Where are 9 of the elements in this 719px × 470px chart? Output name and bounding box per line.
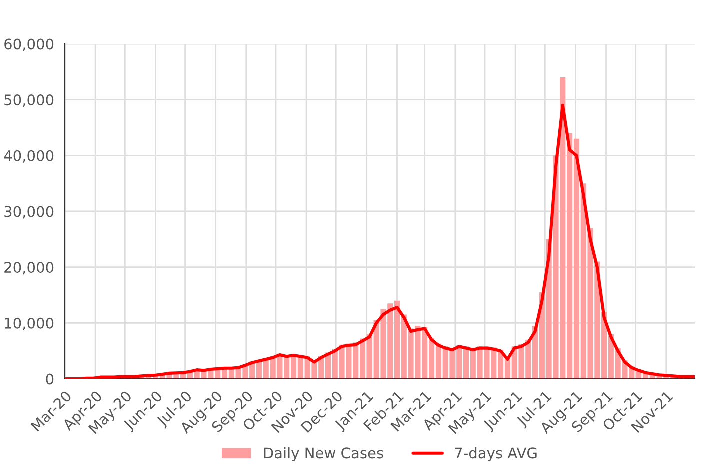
- y-tick-label: 10,000: [5, 318, 54, 330]
- y-tick-label: 20,000: [4, 262, 54, 275]
- legend-label: 7-days AVG: [455, 447, 537, 462]
- y-tick-label: 40,000: [4, 150, 54, 163]
- y-tick-label: 50,000: [4, 94, 54, 108]
- y-tick-label: 0: [46, 374, 54, 385]
- y-tick-label: 30,000: [4, 206, 54, 219]
- y-tick-label: 60,000: [4, 38, 54, 52]
- legend-label: Daily New Cases: [264, 447, 384, 462]
